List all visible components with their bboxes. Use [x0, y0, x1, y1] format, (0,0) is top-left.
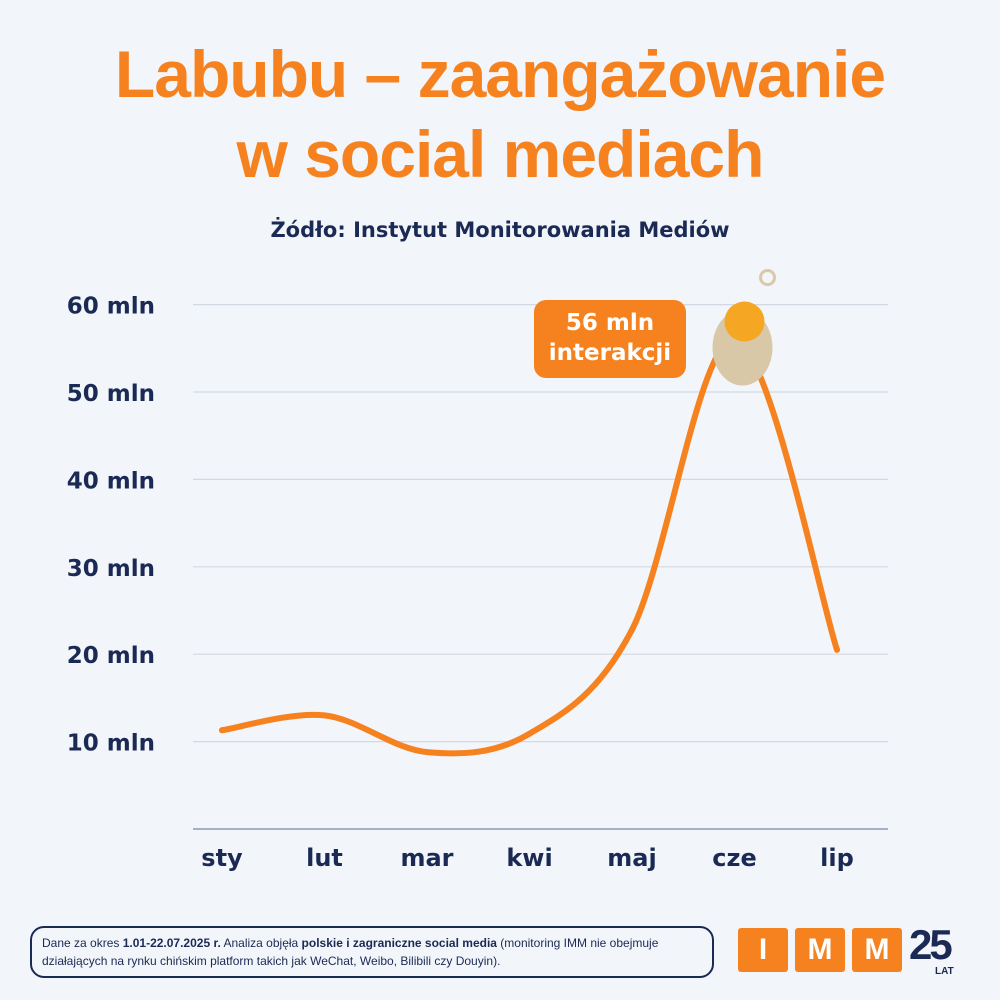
annotation-label: interakcji — [548, 340, 672, 366]
y-tick-label: 40 mln — [67, 468, 155, 494]
title-line-2: w social mediach — [236, 117, 765, 191]
data-point — [526, 730, 533, 737]
years-number: 25 — [909, 921, 953, 968]
title-line-1: Labubu – zaangażowanie — [114, 37, 886, 111]
logo-letter: M — [852, 928, 902, 972]
keyring-icon — [759, 269, 776, 287]
data-point — [219, 727, 225, 734]
y-tick-label: 60 mln — [67, 294, 155, 320]
data-point — [834, 646, 840, 653]
note-text: Analiza objęła — [220, 936, 302, 950]
note-scope: polskie i zagraniczne social media — [301, 936, 497, 950]
data-point — [424, 749, 430, 756]
peak-annotation: 56 mln interakcji — [534, 300, 686, 378]
data-line — [219, 336, 840, 757]
y-tick-label: 20 mln — [67, 643, 155, 669]
x-tick-label: lut — [306, 844, 343, 872]
x-tick-label: kwi — [506, 844, 552, 872]
y-tick-label: 10 mln — [67, 731, 155, 757]
x-tick-label: cze — [712, 844, 756, 872]
imm-logo: I M M 25 LAT — [738, 924, 969, 978]
logo-letter: M — [795, 928, 845, 972]
x-tick-label: mar — [400, 844, 453, 872]
data-point — [321, 712, 328, 719]
labubu-face-icon — [724, 301, 765, 342]
y-tick-label: 50 mln — [67, 381, 155, 407]
note-period: 1.01-22.07.2025 r. — [122, 936, 221, 950]
note-text: (monitoring IMM nie obejmuje działającyc… — [42, 936, 659, 968]
source-label: Żódło: Instytut Monitorowania Mediów — [270, 218, 730, 242]
x-tick-label: maj — [607, 844, 656, 872]
x-tick-label: sty — [201, 844, 243, 872]
note-text: Dane za okres — [42, 936, 123, 950]
footnote: Dane za okres 1.01-22.07.2025 r. Analiza… — [30, 926, 714, 978]
data-point — [629, 626, 635, 633]
annotation-value: 56 mln — [565, 310, 655, 336]
y-tick-label: 30 mln — [67, 556, 155, 582]
anniversary-badge: 25 LAT — [909, 924, 969, 978]
x-tick-label: lip — [820, 844, 854, 872]
chart-title: Labubu – zaangażowanie w social mediach — [0, 34, 1000, 194]
logo-letter: I — [738, 928, 788, 972]
years-label: LAT — [935, 966, 954, 977]
